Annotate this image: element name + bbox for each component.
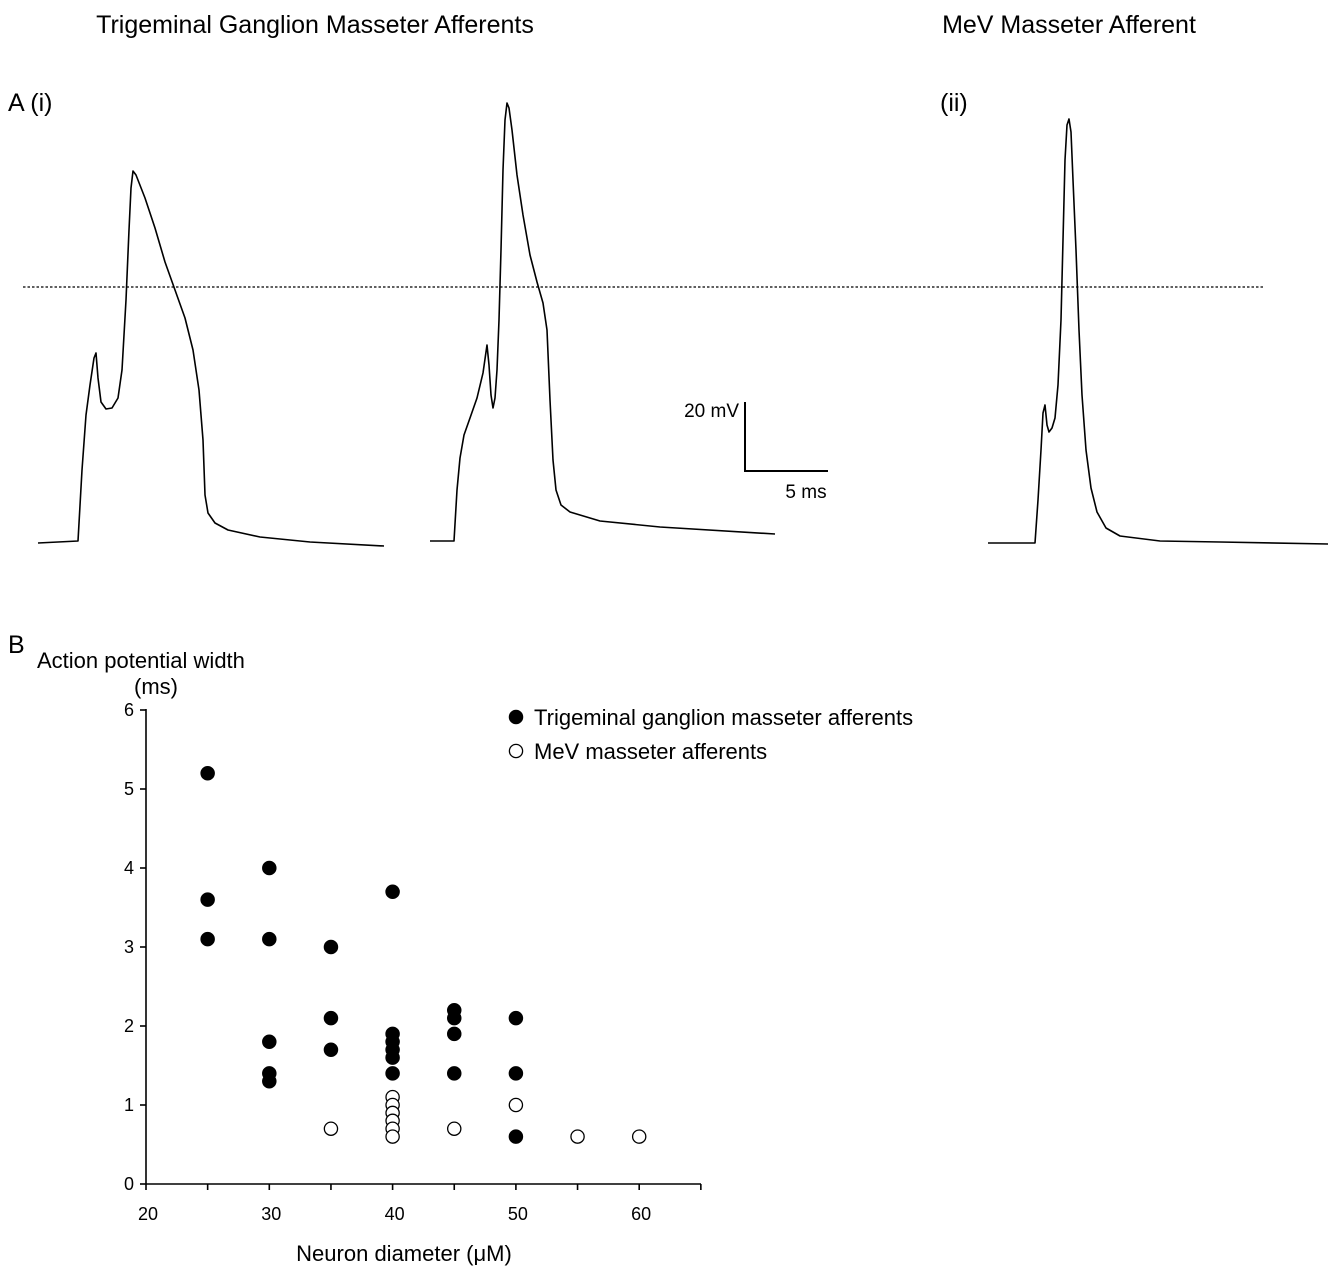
trigeminal-data-point xyxy=(385,884,400,899)
scale-bar-time-label: 5 ms xyxy=(785,482,826,503)
legend-entry-label: MeV masseter afferents xyxy=(534,739,767,764)
x-ticks: 20 30 40 50 60 xyxy=(138,1184,702,1224)
trace-3 xyxy=(988,118,1328,545)
mev-data-point xyxy=(323,1121,339,1136)
trigeminal-data-point xyxy=(446,1066,462,1081)
y-ticks: 0 1 2 3 4 5 6 xyxy=(124,700,146,1194)
panel-label-a-i: A (i) xyxy=(8,89,52,117)
x-tick-label: 40 xyxy=(385,1204,405,1224)
legend-marker xyxy=(508,709,524,725)
mev-data-point xyxy=(570,1129,585,1144)
trigeminal-data-point xyxy=(262,860,277,876)
legend-entry-label: Trigeminal ganglion masseter afferents xyxy=(534,705,913,730)
panel-label-a-ii: (ii) xyxy=(940,89,968,117)
scatter-plot: Action potential width (ms) Neuron diame… xyxy=(37,648,913,1266)
mev-data-point xyxy=(446,1121,462,1136)
panel-label-b: B xyxy=(8,631,25,659)
title-right: MeV Masseter Afferent xyxy=(942,11,1196,39)
y-tick-label: 5 xyxy=(124,779,134,799)
mev-data-point xyxy=(385,1129,400,1144)
y-tick-label: 3 xyxy=(124,937,134,957)
trigeminal-data-point xyxy=(200,892,215,907)
trigeminal-data-point xyxy=(262,931,277,947)
y-tick-label: 1 xyxy=(124,1095,134,1115)
trigeminal-data-point xyxy=(385,1066,400,1081)
trigeminal-data-point xyxy=(323,1010,339,1026)
x-tick-label: 30 xyxy=(261,1204,281,1224)
y-axis-unit-label: (ms) xyxy=(134,674,178,699)
mev-data-point xyxy=(631,1129,647,1144)
x-axis-label: Neuron diameter (μM) xyxy=(296,1241,512,1266)
y-tick-label: 0 xyxy=(124,1174,134,1194)
trigeminal-data-point xyxy=(446,1010,462,1026)
scale-bar-voltage-label: 20 mV xyxy=(684,401,739,422)
trigeminal-data-point xyxy=(508,1010,524,1026)
trigeminal-data-point xyxy=(262,1034,277,1050)
x-tick-label: 20 xyxy=(138,1204,158,1224)
trigeminal-data-point xyxy=(385,1050,400,1065)
y-axis-label: Action potential width xyxy=(37,648,245,673)
legend-marker xyxy=(508,743,524,759)
trace-1 xyxy=(37,170,385,547)
legend: Trigeminal ganglion masseter afferents Me… xyxy=(508,705,913,764)
trigeminal-data-point xyxy=(508,1129,524,1144)
mev-data-point xyxy=(508,1097,524,1113)
x-tick-label: 60 xyxy=(631,1204,651,1224)
data-points xyxy=(200,765,647,1144)
y-tick-label: 2 xyxy=(124,1016,134,1036)
trigeminal-data-point xyxy=(446,1026,462,1042)
trigeminal-data-point xyxy=(323,1042,339,1057)
x-tick-label: 50 xyxy=(508,1204,528,1224)
trigeminal-data-point xyxy=(262,1074,277,1089)
trigeminal-data-point xyxy=(200,765,215,781)
y-tick-label: 4 xyxy=(124,858,134,878)
title-left: Trigeminal Ganglion Masseter Afferents xyxy=(96,11,534,39)
trace-2 xyxy=(430,102,776,542)
trigeminal-data-point xyxy=(508,1066,524,1081)
scale-bar: 20 mV 5 ms xyxy=(684,401,828,503)
trigeminal-data-point xyxy=(200,931,215,947)
trigeminal-data-point xyxy=(323,939,339,955)
y-tick-label: 6 xyxy=(124,700,134,720)
